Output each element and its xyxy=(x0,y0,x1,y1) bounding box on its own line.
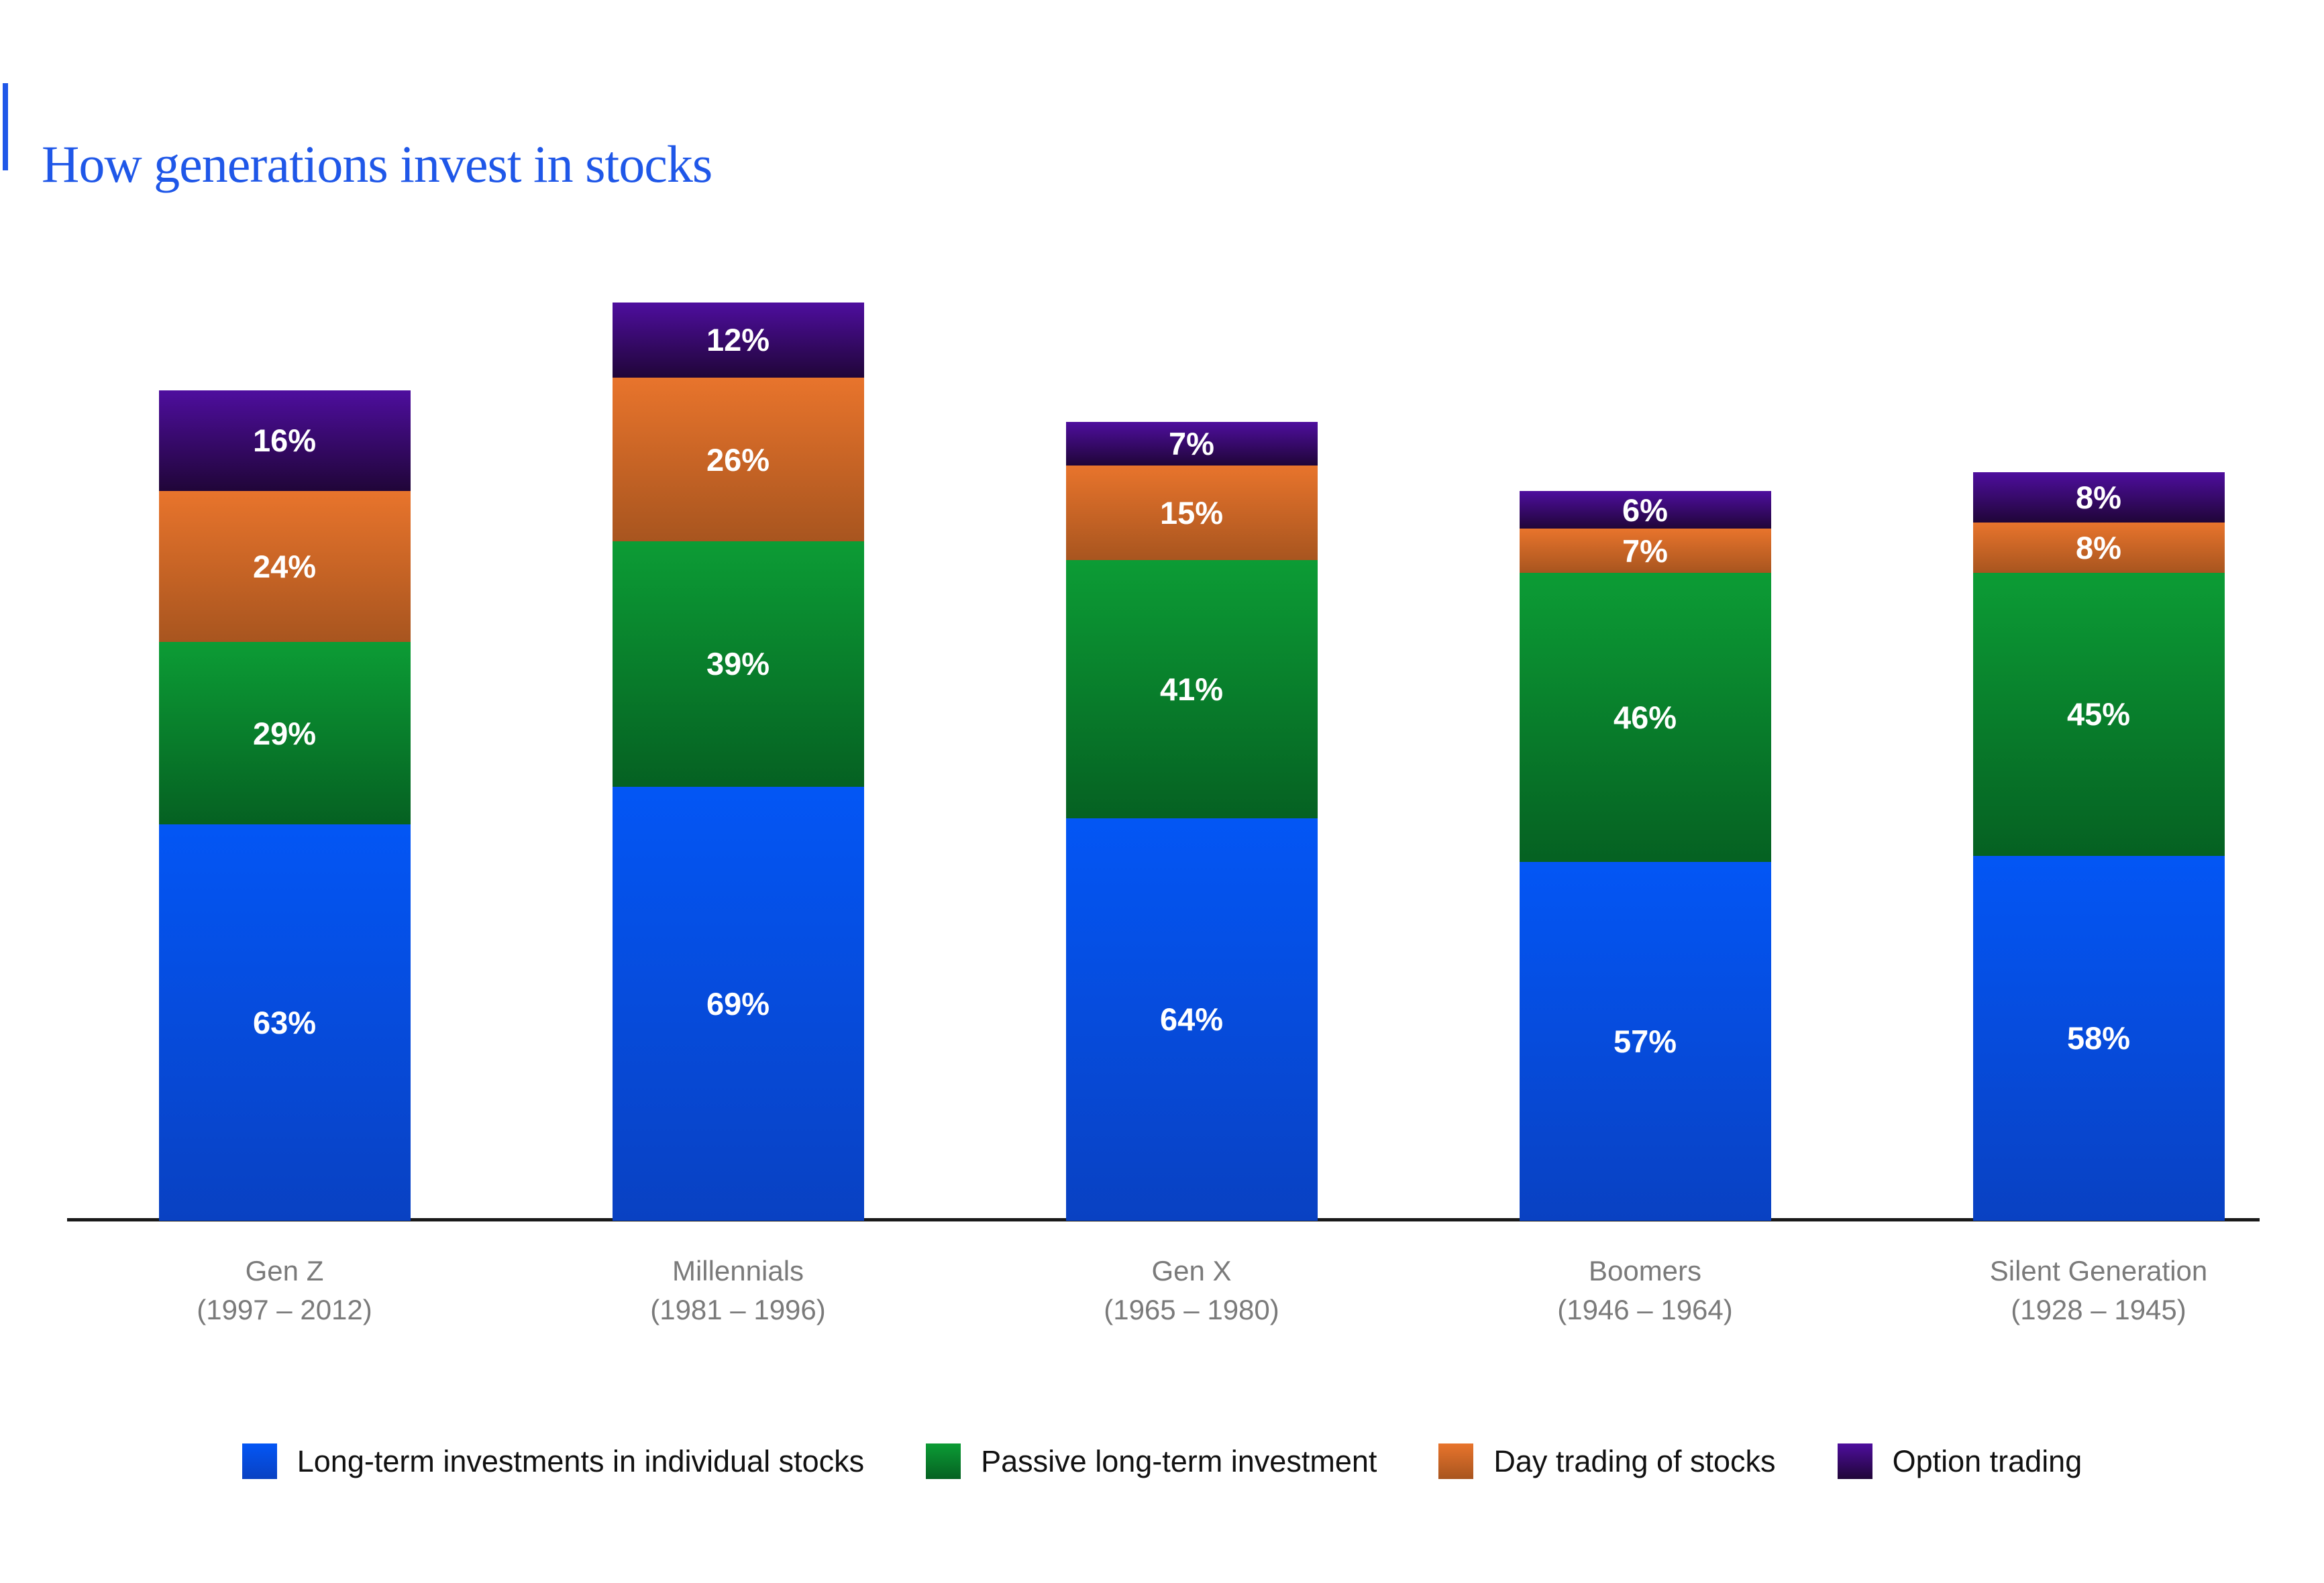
bar-segment-boomers-series-1: 46% xyxy=(1519,572,1771,863)
value-label: 69% xyxy=(706,985,770,1022)
legend-swatch-icon xyxy=(1438,1443,1474,1479)
value-label: 41% xyxy=(1159,671,1224,707)
category-years: (1997 – 2012) xyxy=(197,1293,372,1325)
value-label: 8% xyxy=(2076,479,2121,515)
category-years: (1965 – 1980) xyxy=(1104,1293,1279,1325)
legend-item-2: Day trading of stocks xyxy=(1438,1443,1776,1479)
bar-segment-silent-generation-series-0: 58% xyxy=(1972,855,2225,1221)
category-years: (1981 – 1996) xyxy=(650,1293,826,1325)
category-label-gen-z: Gen Z (1997 – 2012) xyxy=(58,1252,511,1329)
legend: Long-term investments in individual stoc… xyxy=(0,1443,2324,1479)
bar-segment-gen-z-series-2: 24% xyxy=(158,490,411,643)
category-name: Silent Generation xyxy=(1989,1255,2208,1287)
value-label: 6% xyxy=(1622,492,1668,528)
bar-segment-boomers-series-0: 57% xyxy=(1519,862,1771,1221)
bar-segment-boomers-series-2: 7% xyxy=(1519,529,1771,573)
category-name: Boomers xyxy=(1588,1255,1702,1287)
value-label: 7% xyxy=(1622,533,1668,569)
bar-segment-millennials-series-0: 69% xyxy=(612,786,864,1221)
category-label-gen-x: Gen X (1965 – 1980) xyxy=(965,1252,1418,1329)
legend-item-3: Option trading xyxy=(1837,1443,2082,1479)
bar-segment-gen-z-series-1: 29% xyxy=(158,642,411,825)
value-label: 16% xyxy=(252,423,317,459)
bar-segment-boomers-series-3: 6% xyxy=(1519,490,1771,529)
legend-label: Option trading xyxy=(1892,1444,2082,1478)
legend-label: Long-term investments in individual stoc… xyxy=(297,1444,865,1478)
category-name: Gen Z xyxy=(245,1255,324,1287)
legend-swatch-icon xyxy=(1837,1443,1872,1479)
bar-segment-silent-generation-series-1: 45% xyxy=(1972,572,2225,856)
value-label: 29% xyxy=(252,715,317,751)
value-label: 57% xyxy=(1613,1024,1677,1060)
bar-segment-silent-generation-series-2: 8% xyxy=(1972,522,2225,573)
legend-item-0: Long-term investments in individual stoc… xyxy=(242,1443,864,1479)
category-label-boomers: Boomers (1946 – 1964) xyxy=(1418,1252,1872,1329)
bar-segment-millennials-series-3: 12% xyxy=(612,302,864,378)
value-label: 12% xyxy=(706,322,770,358)
bar-segment-gen-z-series-0: 63% xyxy=(158,824,411,1221)
bar-segment-gen-z-series-3: 16% xyxy=(158,390,411,491)
title-accent-bar xyxy=(3,83,8,170)
value-label: 45% xyxy=(2066,696,2131,732)
value-label: 26% xyxy=(706,441,770,478)
value-label: 15% xyxy=(1159,495,1224,531)
category-years: (1928 – 1945) xyxy=(2011,1293,2186,1325)
value-label: 7% xyxy=(1169,426,1214,462)
legend-swatch-icon xyxy=(926,1443,961,1479)
bar-segment-gen-x-series-1: 41% xyxy=(1065,560,1318,818)
category-label-millennials: Millennials (1981 – 1996) xyxy=(511,1252,965,1329)
page-title: How generations invest in stocks xyxy=(42,135,712,194)
bar-segment-gen-x-series-0: 64% xyxy=(1065,818,1318,1221)
value-label: 63% xyxy=(252,1005,317,1041)
bar-segment-gen-x-series-2: 15% xyxy=(1065,466,1318,561)
value-label: 8% xyxy=(2076,529,2121,565)
category-name: Millennials xyxy=(672,1255,804,1287)
value-label: 58% xyxy=(2066,1020,2131,1056)
legend-item-1: Passive long-term investment xyxy=(926,1443,1377,1479)
value-label: 39% xyxy=(706,646,770,682)
category-years: (1946 – 1964) xyxy=(1557,1293,1733,1325)
value-label: 64% xyxy=(1159,1001,1224,1038)
bar-segment-silent-generation-series-3: 8% xyxy=(1972,472,2225,523)
bar-segment-millennials-series-2: 26% xyxy=(612,378,864,541)
legend-label: Day trading of stocks xyxy=(1493,1444,1776,1478)
legend-swatch-icon xyxy=(242,1443,277,1479)
category-label-silent-generation: Silent Generation (1928 – 1945) xyxy=(1872,1252,2324,1329)
bar-segment-millennials-series-1: 39% xyxy=(612,541,864,787)
category-name: Gen X xyxy=(1151,1255,1232,1287)
legend-label: Passive long-term investment xyxy=(981,1444,1377,1478)
bar-segment-gen-x-series-3: 7% xyxy=(1065,421,1318,466)
value-label: 46% xyxy=(1613,700,1677,736)
value-label: 24% xyxy=(252,548,317,584)
